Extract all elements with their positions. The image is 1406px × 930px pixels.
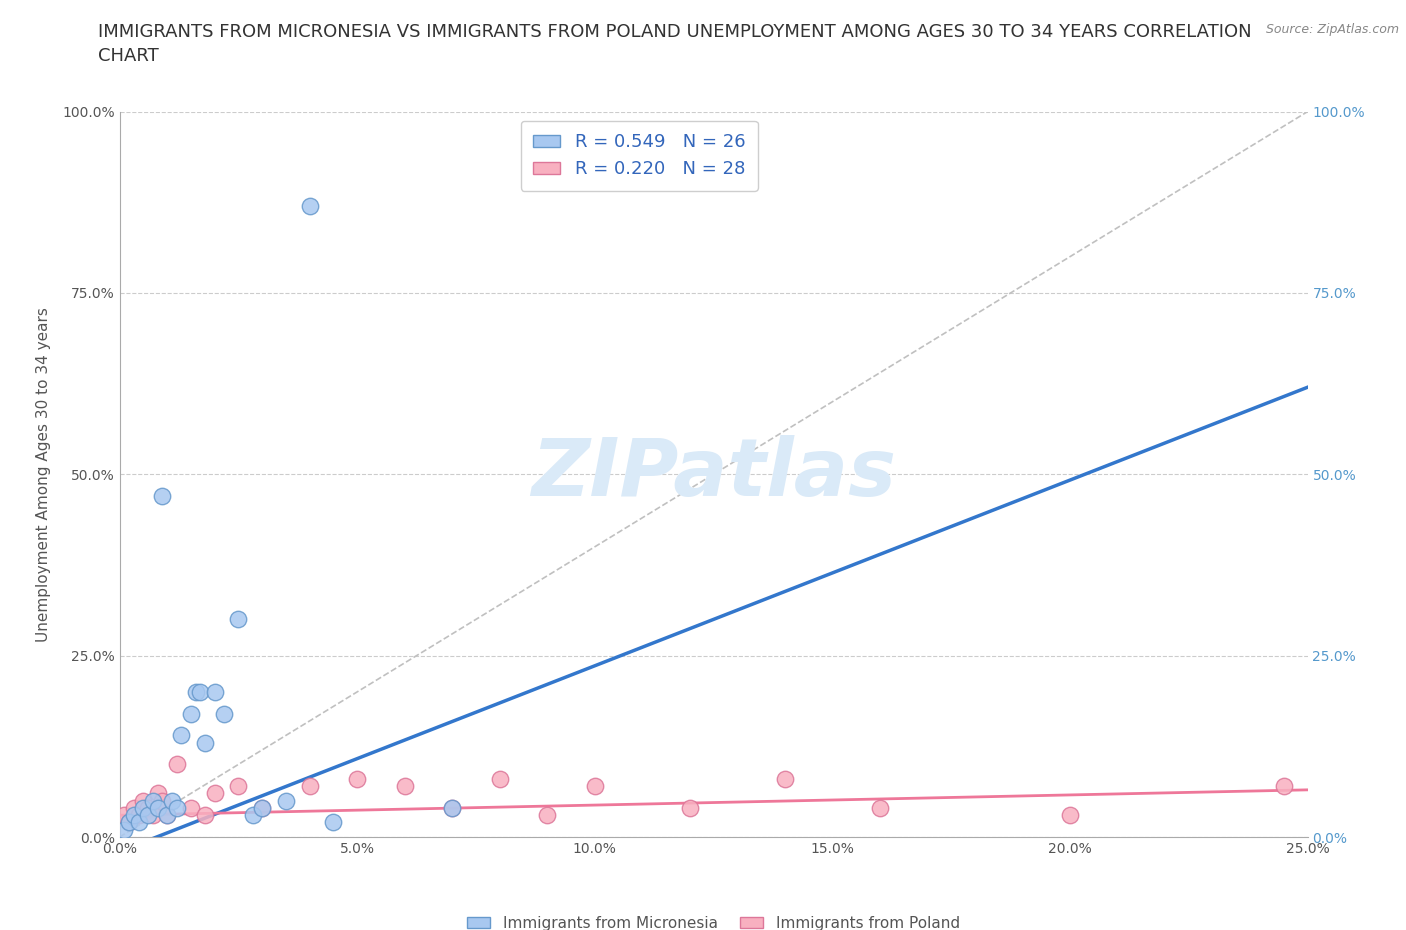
Text: ZIPatlas: ZIPatlas (531, 435, 896, 513)
Point (346, 772, 368, 787)
Point (166, 757, 188, 772)
Point (773, 772, 796, 787)
Point (156, 808, 179, 823)
Point (184, 684, 207, 699)
Point (122, 808, 145, 823)
Point (1272, 778, 1295, 793)
Point (180, 706, 202, 721)
Point (128, 808, 150, 823)
Point (146, 801, 169, 816)
Text: IMMIGRANTS FROM MICRONESIA VS IMMIGRANTS FROM POLAND UNEMPLOYMENT AMONG AGES 30 : IMMIGRANTS FROM MICRONESIA VS IMMIGRANTS… (98, 23, 1253, 65)
Point (204, 684, 226, 699)
Point (136, 808, 159, 823)
Point (322, 815, 344, 830)
Point (194, 808, 217, 823)
Point (250, 801, 273, 816)
Point (274, 793, 297, 808)
Point (150, 488, 173, 503)
Point (118, 815, 141, 830)
Point (228, 612, 250, 627)
Point (536, 808, 558, 823)
Point (122, 801, 145, 816)
Point (194, 736, 217, 751)
Point (1059, 808, 1081, 823)
Point (250, 801, 273, 816)
Point (132, 801, 155, 816)
Point (118, 815, 141, 830)
Point (204, 786, 226, 801)
Point (679, 801, 702, 816)
Point (441, 801, 464, 816)
Point (132, 793, 155, 808)
Y-axis label: Unemployment Among Ages 30 to 34 years: Unemployment Among Ages 30 to 34 years (37, 307, 51, 642)
Point (150, 793, 173, 808)
Point (136, 801, 159, 816)
Point (242, 808, 264, 823)
Point (160, 793, 183, 808)
Point (583, 778, 606, 793)
Point (166, 801, 188, 816)
Point (228, 778, 250, 793)
Point (298, 198, 321, 213)
Point (180, 801, 202, 816)
Point (441, 801, 464, 816)
Point (156, 808, 179, 823)
Point (112, 822, 135, 837)
Point (142, 808, 165, 823)
Point (212, 706, 235, 721)
Point (128, 815, 150, 830)
Point (112, 808, 135, 823)
Point (298, 778, 321, 793)
Point (142, 793, 165, 808)
Point (394, 778, 416, 793)
Point (170, 728, 193, 743)
Legend: Immigrants from Micronesia, Immigrants from Poland: Immigrants from Micronesia, Immigrants f… (461, 910, 966, 930)
Point (869, 801, 891, 816)
Point (188, 684, 211, 699)
Point (146, 786, 169, 801)
Text: Source: ZipAtlas.com: Source: ZipAtlas.com (1265, 23, 1399, 36)
Point (488, 772, 510, 787)
